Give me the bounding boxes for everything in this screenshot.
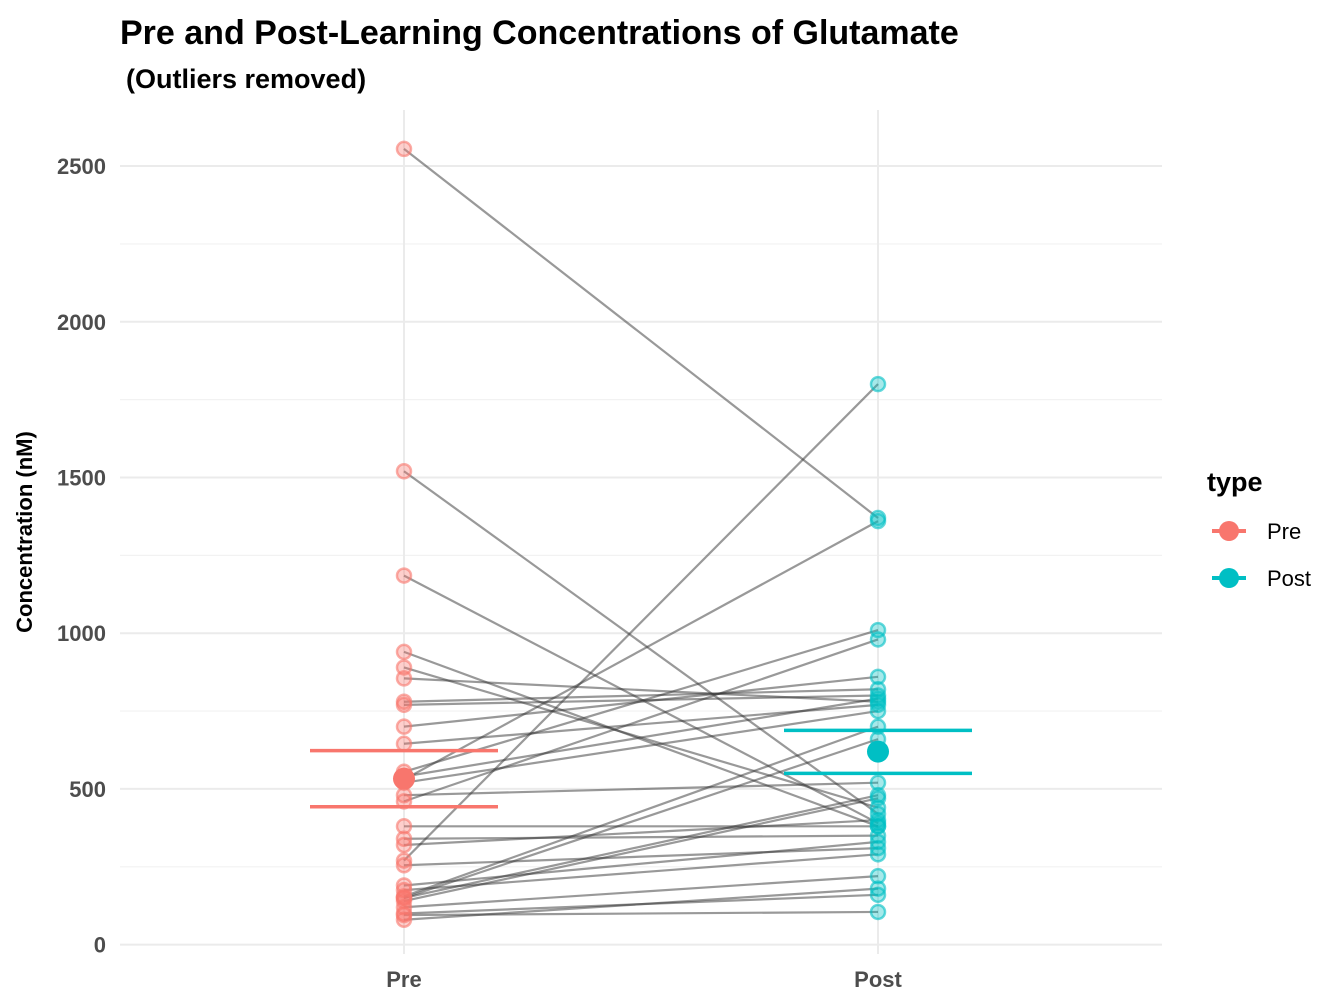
pair-line bbox=[403, 840, 879, 887]
pair-line bbox=[403, 725, 879, 898]
legend-label: Pre bbox=[1267, 519, 1301, 544]
summary-markers bbox=[310, 728, 972, 809]
x-tick-label: Pre bbox=[386, 967, 421, 992]
pair-line bbox=[403, 470, 879, 815]
post-point bbox=[869, 811, 887, 829]
pair-line bbox=[403, 738, 879, 899]
pre-point bbox=[395, 670, 413, 687]
pre-point bbox=[395, 140, 413, 158]
post-point bbox=[869, 702, 887, 720]
pre-point bbox=[395, 906, 413, 924]
y-axis-title: Concentration (nM) bbox=[12, 431, 37, 633]
y-axis-ticks: 0 500 1000 1500 2000 2500 bbox=[57, 154, 106, 958]
data-points bbox=[395, 140, 887, 928]
pre-point bbox=[395, 818, 413, 835]
legend-label: Post bbox=[1267, 566, 1311, 591]
pre-point bbox=[395, 911, 413, 928]
post-point bbox=[869, 790, 887, 807]
legend-title: type bbox=[1207, 467, 1263, 497]
pre-mean-point bbox=[393, 767, 415, 790]
legend-key-point bbox=[1219, 568, 1239, 588]
pair-line bbox=[403, 875, 879, 909]
pre-point bbox=[395, 696, 413, 714]
pair-line bbox=[403, 887, 879, 921]
x-axis-ticks: Pre Post bbox=[386, 967, 902, 992]
post-point bbox=[869, 867, 887, 885]
pre-point bbox=[395, 718, 413, 735]
pair-line bbox=[403, 847, 879, 867]
post-point bbox=[869, 690, 887, 707]
pre-point bbox=[395, 852, 413, 869]
y-tick-label: 1500 bbox=[57, 465, 106, 490]
post-point bbox=[869, 512, 887, 530]
pair-line bbox=[403, 794, 879, 900]
pair-line bbox=[403, 383, 879, 862]
pair-line bbox=[403, 688, 879, 703]
pair-line bbox=[403, 148, 879, 519]
pair-line bbox=[403, 520, 879, 781]
y-tick-label: 1000 bbox=[57, 621, 106, 646]
pre-point bbox=[395, 735, 413, 753]
pair-line bbox=[403, 834, 879, 840]
x-tick-label: Post bbox=[854, 967, 902, 992]
legend-key-point bbox=[1219, 521, 1239, 541]
post-point bbox=[869, 375, 887, 393]
pre-point bbox=[395, 567, 413, 584]
post-point bbox=[869, 668, 887, 686]
pair-line bbox=[403, 629, 879, 773]
pair-line bbox=[403, 697, 879, 778]
pre-point bbox=[395, 643, 413, 661]
legend: type Pre Post bbox=[1207, 467, 1311, 591]
post-point bbox=[869, 880, 887, 897]
y-tick-label: 2000 bbox=[57, 310, 106, 335]
pair-line bbox=[403, 818, 879, 847]
post-point bbox=[869, 846, 887, 863]
pair-line bbox=[403, 797, 879, 903]
pre-point bbox=[395, 856, 413, 874]
y-tick-label: 500 bbox=[69, 777, 106, 802]
pre-point bbox=[395, 836, 413, 854]
post-point bbox=[869, 774, 887, 791]
chart-subtitle: (Outliers removed) bbox=[126, 64, 366, 94]
post-point bbox=[869, 903, 887, 921]
pair-line bbox=[403, 638, 879, 803]
pair-lines bbox=[403, 148, 879, 921]
pair-line bbox=[403, 781, 879, 797]
y-tick-label: 2500 bbox=[57, 154, 106, 179]
pair-line bbox=[403, 650, 879, 828]
pair-line bbox=[403, 709, 879, 784]
pre-point bbox=[395, 463, 413, 480]
y-tick-label: 0 bbox=[94, 933, 106, 958]
chart-title: Pre and Post-Learning Concentrations of … bbox=[120, 14, 959, 52]
post-point bbox=[869, 833, 887, 851]
post-point bbox=[869, 631, 887, 648]
post-mean-point bbox=[867, 740, 889, 763]
